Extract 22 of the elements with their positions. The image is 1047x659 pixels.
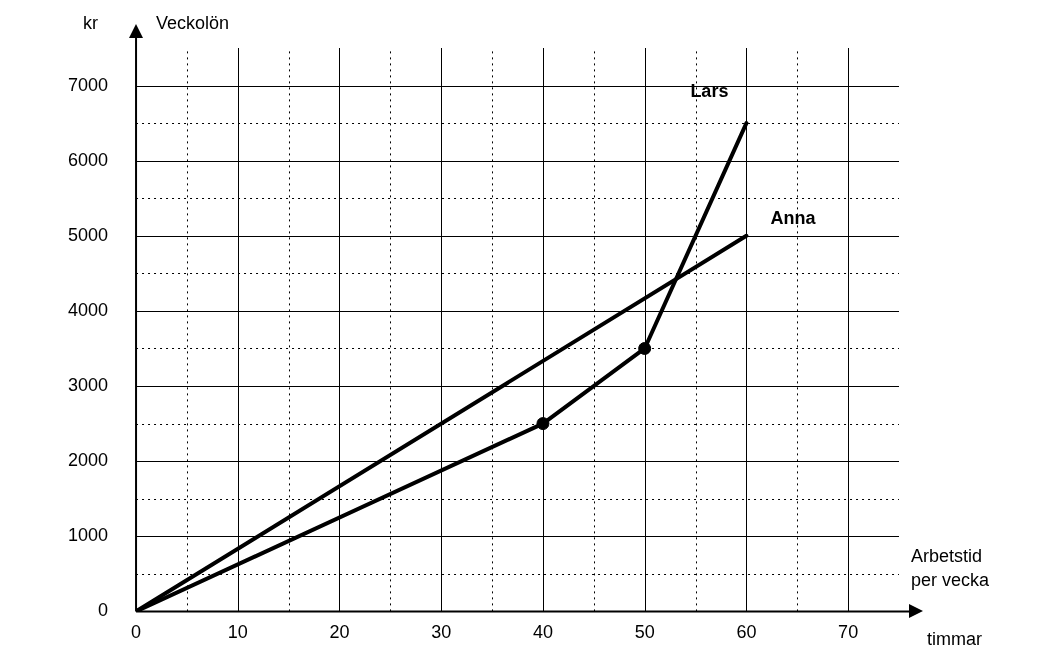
y-tick-label: 3000 xyxy=(68,375,109,396)
x-tick-label: 50 xyxy=(634,622,655,643)
y-tick-label: 6000 xyxy=(68,149,109,170)
x-tick-label: 60 xyxy=(736,622,757,643)
y-tick-label: 1000 xyxy=(68,525,109,546)
series-label: Lars xyxy=(690,81,729,102)
y-tick-label: 0 xyxy=(98,600,109,621)
series-label: Anna xyxy=(770,207,817,228)
y-axis-title: Veckolön xyxy=(156,12,230,33)
y-tick-label: 5000 xyxy=(68,224,109,245)
x-axis-title: Arbetstid per vecka xyxy=(911,546,991,591)
text: kr xyxy=(83,12,99,33)
x-tick-label: 20 xyxy=(329,622,350,643)
x-tick-label: 10 xyxy=(227,622,248,643)
x-tick-label: 30 xyxy=(431,622,452,643)
x-tick-label: 0 xyxy=(131,622,142,643)
y-tick-label: 2000 xyxy=(68,450,109,471)
y-tick-label: 7000 xyxy=(68,74,109,95)
x-tick-label: 70 xyxy=(838,622,859,643)
y-tick-label: 4000 xyxy=(68,299,109,320)
x-tick-label: 40 xyxy=(532,622,553,643)
text: timmar xyxy=(927,629,982,650)
